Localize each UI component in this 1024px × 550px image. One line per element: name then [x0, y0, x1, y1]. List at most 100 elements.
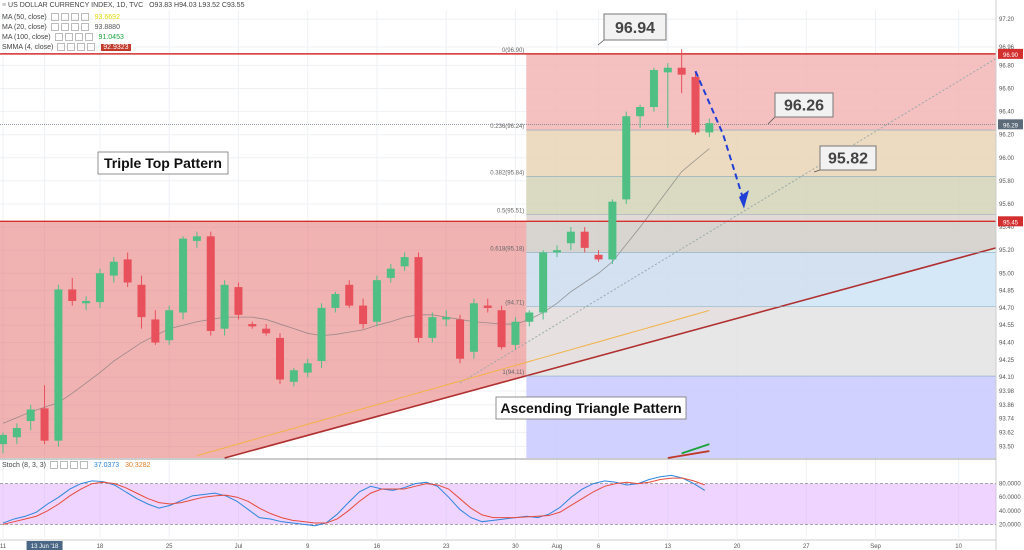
indicator-value: 93.6692: [94, 13, 120, 21]
candle: [372, 280, 381, 322]
axis-tick-label: 97.20: [999, 17, 1015, 23]
candle: [400, 257, 409, 267]
candle: [206, 236, 215, 331]
candle: [677, 67, 686, 75]
candle: [40, 408, 49, 441]
candle: [26, 409, 35, 422]
stoch-header[interactable]: Stoch (8, 3, 3) 37.0373 30.3282: [2, 461, 150, 469]
time-tick-label: 10: [955, 544, 962, 550]
price-tag: [998, 119, 1023, 130]
candle: [483, 305, 492, 308]
symbol-title[interactable]: US DOLLAR CURRENCY INDEX, 1D, TVC: [8, 2, 144, 9]
axis-tick-label: 96.60: [999, 87, 1015, 93]
candle: [691, 76, 700, 133]
candle: [123, 259, 132, 283]
stochastic-pane: 80.0000 60.0000 40.0000 20.0000: [0, 458, 1021, 528]
chart-header: ≡ US DOLLAR CURRENCY INDEX, 1D, TVC O93.…: [2, 2, 244, 9]
fib-label: (94.71): [505, 301, 524, 307]
axis-tick-label: 96.96: [999, 45, 1015, 51]
candle: [82, 300, 91, 304]
support-trendline: [224, 247, 997, 459]
time-tick-label: 27: [803, 544, 810, 550]
time-axis[interactable]: 11 13 Jun '18 18 25 Jul 9 16 23 30 Aug 6 13 20 27 Sep 1…: [0, 539, 996, 550]
indicator-row[interactable]: MA (100, close) 91.0453: [2, 33, 124, 41]
axis-tick-label: 94.85: [999, 289, 1015, 295]
candle: [289, 370, 298, 382]
candle: [456, 319, 465, 359]
fib-label: 0.5(95.51): [497, 208, 524, 214]
indicator-row[interactable]: MA (20, close) 93.8880: [2, 23, 120, 31]
axis-tick-label: 94.25: [999, 358, 1015, 364]
candle: [608, 201, 617, 260]
symbol-icon[interactable]: ≡: [2, 2, 7, 9]
candle: [95, 273, 104, 303]
fib-zone: [526, 130, 996, 177]
axis-tick-label: 96.80: [999, 63, 1015, 69]
ascending-triangle-label: Ascending Triangle Pattern: [500, 400, 681, 416]
axis-tick-label: 95.80: [999, 179, 1015, 185]
time-tick-label: Aug: [552, 544, 563, 550]
axis-tick-label: 93.74: [999, 417, 1015, 423]
callout-pointer: [767, 116, 776, 125]
axis-tick-label: 93.62: [999, 431, 1015, 437]
price-tag-text: 95.45: [1003, 220, 1019, 226]
candle: [179, 238, 188, 313]
time-tick-label: 13 Jun '18: [31, 544, 59, 550]
axis-background: [996, 0, 1024, 550]
candle: [331, 294, 340, 308]
axis-tick-label: 93.86: [999, 403, 1015, 409]
candle: [594, 254, 603, 260]
price-tag-text: 96.90: [1003, 53, 1019, 59]
indicator-label: MA (100, close): [2, 33, 51, 41]
fib-label: 0.236(96.24): [490, 124, 524, 130]
resistance-zone: [526, 53, 996, 222]
candle: [234, 287, 243, 315]
fib-label: 1(94.11): [502, 370, 524, 376]
candle: [165, 310, 174, 341]
projection-arrow: [694, 70, 745, 202]
price-axis[interactable]: 97.20 96.96 96.80 96.60 96.40 96.20 96.00 95.80…: [995, 0, 1024, 550]
callout-high-box: [603, 13, 667, 41]
axis-tick-label: 96.40: [999, 110, 1015, 116]
candle: [54, 289, 63, 441]
candle: [636, 106, 645, 117]
callout-low: 95.82: [828, 151, 868, 168]
candle: [497, 310, 506, 348]
callout-mid: 96.26: [784, 98, 824, 115]
axis-tick-label: 94.10: [999, 375, 1015, 381]
indicator-value: 93.8880: [94, 23, 120, 31]
candle: [345, 284, 354, 306]
axis-tick-label: 93.98: [999, 389, 1015, 395]
price-callouts: 96.94 96.26 95.82 Triple Top Pattern Ascendi…: [97, 13, 877, 420]
candle: [511, 321, 520, 345]
candle: [386, 268, 395, 278]
indicator-row[interactable]: SMMA (4, close) 92.9323: [2, 43, 131, 51]
candle: [303, 363, 312, 373]
axis-tick-label: 96.20: [999, 133, 1015, 139]
stoch-d-line: [2, 477, 706, 525]
indicator-row[interactable]: MA (50, close) 93.6692: [2, 13, 120, 21]
time-tick-label: 6: [597, 544, 601, 550]
candle: [566, 231, 575, 244]
stoch-label: Stoch (8, 3, 3): [2, 461, 46, 469]
axis-tick-label: 94.55: [999, 323, 1015, 329]
price-tag-text: 96.29: [1003, 123, 1019, 129]
ma100-line: [681, 443, 710, 455]
axis-tick-label: 94.70: [999, 306, 1015, 312]
time-tick-label: 20: [734, 544, 741, 550]
time-tick-label: 13: [664, 544, 671, 550]
fib-zone: [526, 252, 996, 307]
candle: [580, 231, 589, 248]
axis-tick-label: 93.50: [999, 444, 1015, 450]
time-tick-label: Sep: [870, 544, 881, 550]
candle: [539, 252, 548, 313]
axis-tick-label: 94.40: [999, 341, 1015, 347]
candle: [12, 427, 21, 438]
triple-top-label: Triple Top Pattern: [104, 155, 222, 171]
candle: [151, 319, 160, 343]
callout-low-box: [819, 145, 877, 171]
callout-mid-box: [774, 92, 834, 118]
time-tick-label: 18: [97, 544, 104, 550]
ma20-line: [2, 148, 710, 424]
